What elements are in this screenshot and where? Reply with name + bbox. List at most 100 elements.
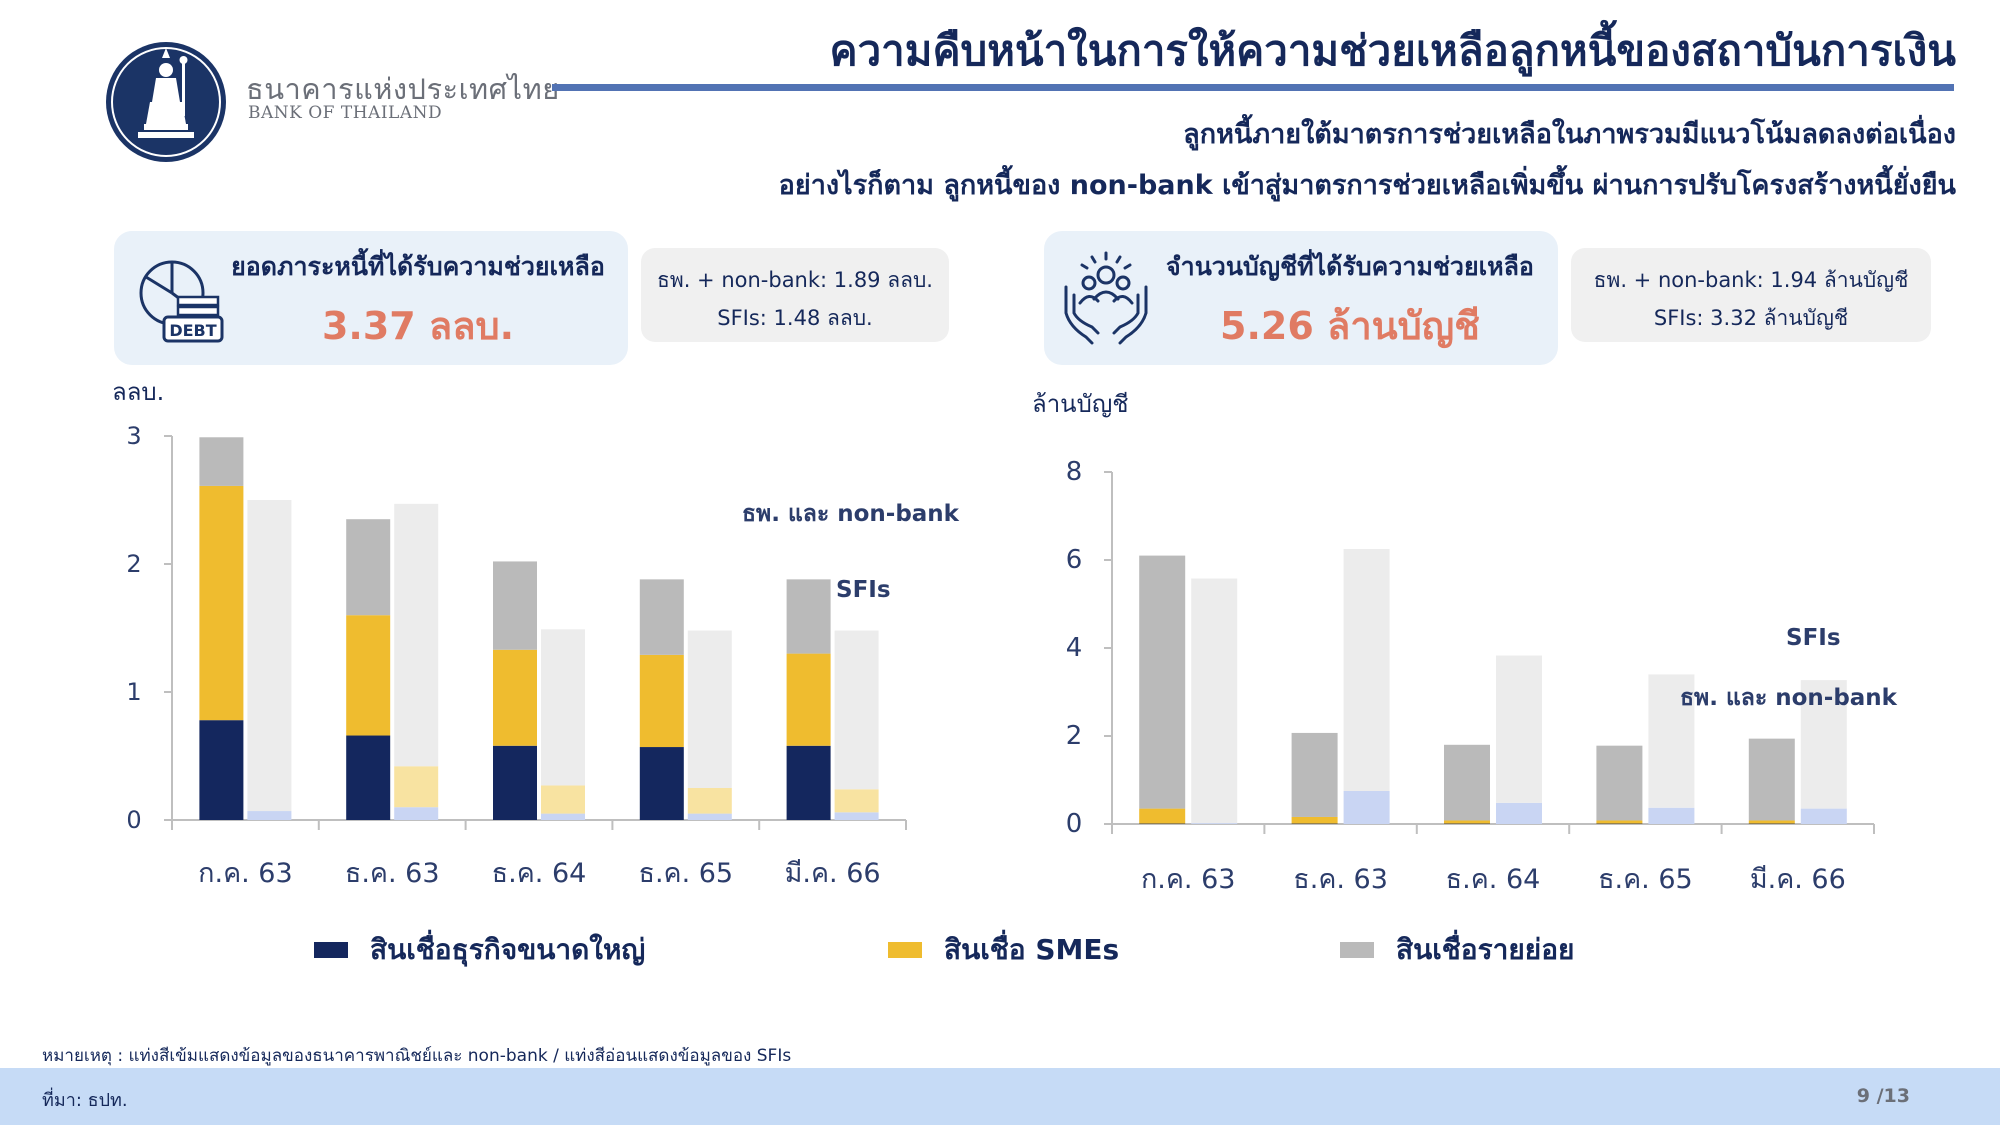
- bar-segment-banks-smes: [346, 615, 391, 736]
- bar-segment-banks-large-business: [493, 745, 537, 820]
- legend-swatch-large-business: [314, 942, 348, 958]
- y-tick-label: 8: [1066, 457, 1083, 487]
- x-category-label: ธ.ค. 64: [492, 858, 587, 889]
- bar-segment-banks-retail: [639, 579, 684, 655]
- legend-swatch-retail: [1340, 942, 1374, 958]
- bar-segment-sfis-retail: [1343, 549, 1390, 791]
- bar-segment-sfis-large-business: [1648, 807, 1695, 824]
- x-category-label: ก.ค. 63: [198, 858, 293, 889]
- y-tick-label: 6: [1066, 545, 1083, 575]
- bar-segment-sfis-smes: [687, 788, 732, 814]
- x-category-label: มี.ค. 66: [785, 858, 881, 889]
- kpi-debt-label: ยอดภาระหนี้ที่ได้รับความช่วยเหลือ: [231, 252, 605, 281]
- y-tick-label: 2: [1066, 721, 1083, 751]
- legend-label-smes: สินเชื่อ SMEs: [944, 933, 1120, 966]
- y-tick-label: 0: [126, 806, 141, 834]
- x-category-label: ธ.ค. 64: [1446, 864, 1541, 895]
- bar-segment-sfis-large-business: [394, 807, 439, 820]
- bar-segment-sfis-retail: [1496, 655, 1542, 803]
- bar-segment-sfis-retail: [1191, 578, 1238, 824]
- helping-hands-people-icon: [1064, 251, 1148, 345]
- bar-segment-banks-smes: [199, 485, 244, 721]
- x-category-label: ธ.ค. 63: [1293, 864, 1388, 895]
- bar-segment-banks-smes: [1748, 820, 1795, 824]
- bar-segment-banks-retail: [346, 519, 391, 616]
- bar-segment-banks-smes: [1596, 820, 1643, 824]
- kpi-accounts-note-banks: ธพ. + non-bank: 1.94 ล้านบัญชี: [1593, 268, 1909, 292]
- bar-segment-banks-retail: [1139, 555, 1186, 809]
- kpi-debt-note-banks: ธพ. + non-bank: 1.89 ลลบ.: [657, 268, 933, 292]
- bar-segment-sfis-smes: [834, 789, 879, 813]
- left-chart-unit: ลลบ.: [112, 378, 165, 406]
- bar-segment-banks-retail: [493, 561, 537, 650]
- bar-segment-sfis-large-business: [1496, 802, 1542, 824]
- kpi-accounts-note-sfis: SFIs: 3.32 ล้านบัญชี: [1653, 306, 1849, 330]
- bar-segment-banks-smes: [639, 654, 684, 748]
- kpi-debt-value: 3.37 ลลบ.: [321, 304, 515, 348]
- x-category-label: ธ.ค. 63: [345, 858, 440, 889]
- x-category-label: ธ.ค. 65: [1598, 864, 1693, 895]
- bar-segment-banks-large-business: [199, 720, 244, 820]
- page-title: ความคืบหน้าในการให้ความช่วยเหลือลูกหนี้ข…: [829, 26, 1957, 75]
- x-category-label: ธ.ค. 65: [638, 858, 733, 889]
- bar-segment-sfis-large-business: [541, 813, 585, 820]
- y-tick-label: 2: [126, 550, 141, 578]
- bar-segment-banks-smes: [786, 653, 831, 746]
- y-tick-label: 3: [126, 422, 141, 450]
- kpi-debt-card: DEBT ยอดภาระหนี้ที่ได้รับความช่วยเหลือ 3…: [114, 231, 628, 365]
- footer-bar: [0, 1068, 2000, 1125]
- bar-segment-sfis-large-business: [687, 813, 732, 820]
- bar-segment-banks-smes: [1139, 808, 1186, 824]
- kpi-accounts-value: 5.26 ล้านบัญชี: [1220, 304, 1480, 348]
- bar-segment-banks-smes: [493, 649, 537, 746]
- y-tick-label: 1: [126, 678, 141, 706]
- x-category-label: ก.ค. 63: [1141, 864, 1236, 895]
- right-annotation-sfis: SFIs: [1786, 625, 1841, 651]
- bar-segment-sfis-retail: [394, 503, 439, 767]
- bar-segment-banks-retail: [199, 437, 244, 486]
- bar-segment-banks-large-business: [346, 735, 391, 820]
- legend-label-retail: สินเชื่อรายย่อย: [1396, 933, 1575, 966]
- left-annotation-sfis: SFIs: [836, 577, 891, 603]
- bar-segment-sfis-large-business: [834, 812, 879, 820]
- page-number: 9 /13: [1856, 1085, 1910, 1107]
- right-chart-unit: ล้านบัญชี: [1032, 390, 1129, 418]
- bar-segment-banks-large-business: [786, 745, 831, 820]
- legend-swatch-smes: [888, 942, 922, 958]
- legend-item-smes: สินเชื่อ SMEs: [888, 928, 1119, 972]
- y-tick-label: 4: [1066, 633, 1083, 663]
- bank-name-english: BANK OF THAILAND: [248, 103, 443, 123]
- debt-icon-text: DEBT: [169, 321, 216, 340]
- kpi-accounts-card: จำนวนบัญชีที่ได้รับความช่วยเหลือ 5.26 ล้…: [1044, 231, 1558, 365]
- bar-segment-banks-smes: [1291, 816, 1338, 824]
- bar-segment-sfis-retail: [1648, 674, 1695, 808]
- bar-segment-banks-retail: [1444, 744, 1490, 821]
- kpi-accounts-label: จำนวนบัญชีที่ได้รับความช่วยเหลือ: [1166, 252, 1534, 281]
- kpi-accounts-breakdown: ธพ. + non-bank: 1.94 ล้านบัญชี SFIs: 3.3…: [1571, 248, 1931, 342]
- bar-segment-sfis-large-business: [1191, 823, 1238, 824]
- accounts-by-loan-type-chart: 0 2 4 6 8 ก.ค. 63 ธ.ค. 63 ธ.ค. 64 ธ.ค. 65 มี.ค. 6…: [1066, 457, 1875, 895]
- bar-segment-sfis-large-business: [1343, 791, 1390, 824]
- bar-segment-banks-smes: [1444, 820, 1490, 824]
- right-annotation-banks: ธพ. และ non-bank: [1680, 685, 1897, 711]
- x-category-label: มี.ค. 66: [1750, 864, 1846, 895]
- source-note: ที่มา: ธปท.: [42, 1090, 128, 1111]
- bar-segment-sfis-retail: [1800, 680, 1847, 809]
- kpi-debt-breakdown: ธพ. + non-bank: 1.89 ลลบ. SFIs: 1.48 ลลบ…: [641, 248, 949, 342]
- bank-of-thailand-logo: [106, 42, 226, 162]
- debt-pie-chart-icon: DEBT: [139, 260, 224, 343]
- bank-name-thai: ธนาคารแห่งประเทศไทย: [246, 72, 560, 106]
- bar-segment-sfis-retail: [247, 500, 292, 812]
- bar-segment-banks-retail: [1291, 732, 1338, 817]
- kpi-debt-note-sfis: SFIs: 1.48 ลลบ.: [717, 306, 873, 330]
- bar-segment-sfis-large-business: [1800, 808, 1847, 824]
- title-underline: [552, 84, 1954, 91]
- bar-segment-sfis-smes: [394, 766, 439, 808]
- bar-segment-sfis-retail: [541, 629, 585, 786]
- legend-item-large-business: สินเชื่อธุรกิจขนาดใหญ่: [314, 928, 645, 972]
- bar-segment-sfis-smes: [541, 785, 585, 814]
- debt-by-loan-type-chart: 0 1 2 3 ก.ค. 63 ธ.ค. 63 ธ.ค. 64 ธ.ค. 65 มี.ค. 66: [126, 422, 907, 889]
- footnote: หมายเหตุ : แท่งสีเข้มแสดงข้อมูลของธนาคาร…: [42, 1046, 792, 1066]
- bar-segment-sfis-retail: [687, 630, 732, 788]
- subtitle-line-2: อย่างไรก็ตาม ลูกหนี้ของ non-bank เข้าสู่…: [778, 170, 1956, 201]
